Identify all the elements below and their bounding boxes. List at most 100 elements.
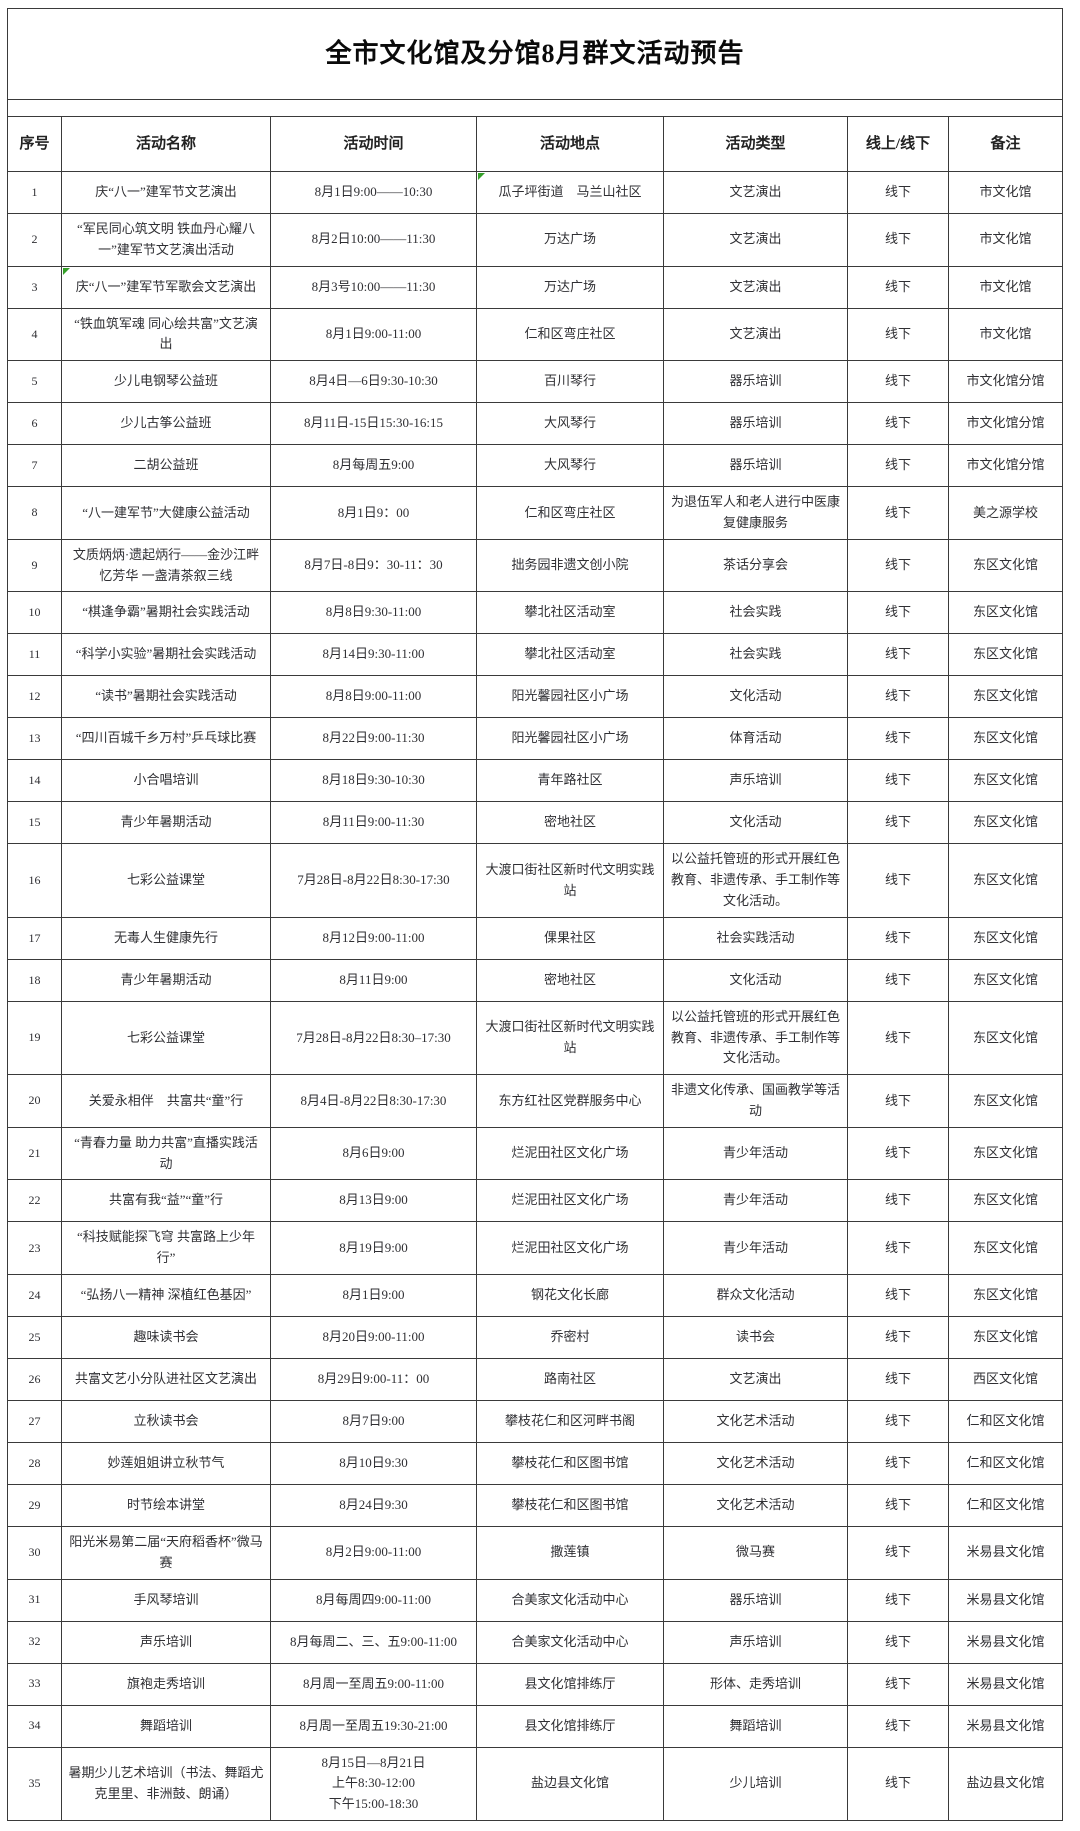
activity-time-cell: 8月7日9:00 bbox=[270, 1399, 477, 1443]
table-row: 13 “四川百城千乡万村”乒乓球比赛 8月22日9:00-11:30 阳光馨园社区小广… bbox=[7, 717, 1063, 761]
table-row: 9 文质炳炳·遗起炳行——金沙江畔忆芳华 一盏清茶叙三线 8月7日-8日9：30-1… bbox=[7, 538, 1063, 593]
online-offline-cell: 线下 bbox=[847, 213, 949, 267]
activity-place-cell: 大风琴行 bbox=[476, 402, 664, 446]
row-number-cell: 6 bbox=[7, 402, 62, 446]
activity-name-cell: 共富文艺小分队进社区文艺演出 bbox=[61, 1357, 271, 1401]
activity-type-cell: 茶话分享会 bbox=[663, 538, 848, 593]
activity-name-cell: “科技赋能探飞穹 共富路上少年行” bbox=[61, 1221, 271, 1275]
activity-time-cell: 8月每周二、三、五9:00-11:00 bbox=[270, 1620, 477, 1664]
row-number-cell: 30 bbox=[7, 1525, 62, 1580]
activity-name-cell: 阳光米易第二届“天府稻香杯”微马赛 bbox=[61, 1525, 271, 1580]
activity-type-cell: 器乐培训 bbox=[663, 360, 848, 404]
activity-type-cell: 器乐培训 bbox=[663, 402, 848, 446]
remark-cell: 米易县文化馆 bbox=[948, 1704, 1063, 1748]
table-row: 2 “军民同心筑文明 铁血丹心耀八一”建军节文艺演出活动 8月2日10:00——11… bbox=[7, 213, 1063, 267]
activity-name-cell: 小合唱培训 bbox=[61, 759, 271, 803]
online-offline-cell: 线下 bbox=[847, 1441, 949, 1485]
activity-type-cell: 声乐培训 bbox=[663, 759, 848, 803]
activity-type-cell: 读书会 bbox=[663, 1315, 848, 1359]
online-offline-cell: 线下 bbox=[847, 916, 949, 960]
activity-name-cell: 舞蹈培训 bbox=[61, 1704, 271, 1748]
activity-type-cell: 文艺演出 bbox=[663, 265, 848, 309]
online-offline-cell: 线下 bbox=[847, 717, 949, 761]
activity-place-cell: 烂泥田社区文化广场 bbox=[476, 1221, 664, 1275]
row-number-cell: 11 bbox=[7, 633, 62, 677]
activity-type-cell: 文艺演出 bbox=[663, 307, 848, 362]
row-number-cell: 16 bbox=[7, 843, 62, 918]
remark-cell: 市文化馆 bbox=[948, 213, 1063, 267]
activity-time-cell: 8月18日9:30-10:30 bbox=[270, 759, 477, 803]
activity-type-cell: 文艺演出 bbox=[663, 1357, 848, 1401]
activity-time-cell: 8月4日-8月22日8:30-17:30 bbox=[270, 1074, 477, 1128]
activity-time-cell: 8月13日9:00 bbox=[270, 1179, 477, 1223]
row-number-cell: 9 bbox=[7, 538, 62, 593]
activity-place-cell: 仁和区弯庄社区 bbox=[476, 486, 664, 540]
table-row: 14 小合唱培训 8月18日9:30-10:30 青年路社区 声乐培训 线下 东区文化馆 bbox=[7, 759, 1063, 803]
activity-type-cell: 形体、走秀培训 bbox=[663, 1662, 848, 1706]
remark-cell: 东区文化馆 bbox=[948, 1126, 1063, 1181]
activity-name-cell: 青少年暑期活动 bbox=[61, 958, 271, 1002]
activity-place-cell: 县文化馆排练厅 bbox=[476, 1704, 664, 1748]
activity-time-cell: 8月12日9:00-11:00 bbox=[270, 916, 477, 960]
activity-name-cell: 旗袍走秀培训 bbox=[61, 1662, 271, 1706]
remark-cell: 东区文化馆 bbox=[948, 1074, 1063, 1128]
row-number-cell: 12 bbox=[7, 675, 62, 719]
row-number-cell: 31 bbox=[7, 1578, 62, 1622]
activity-type-cell: 群众文化活动 bbox=[663, 1273, 848, 1317]
activity-type-cell: 舞蹈培训 bbox=[663, 1704, 848, 1748]
activity-type-cell: 青少年活动 bbox=[663, 1126, 848, 1181]
remark-cell: 米易县文化馆 bbox=[948, 1525, 1063, 1580]
remark-cell: 市文化馆分馆 bbox=[948, 444, 1063, 488]
activity-place-cell: 攀北社区活动室 bbox=[476, 633, 664, 677]
activity-place-cell: 拙务园非遗文创小院 bbox=[476, 538, 664, 593]
online-offline-cell: 线下 bbox=[847, 1746, 949, 1821]
remark-cell: 东区文化馆 bbox=[948, 591, 1063, 635]
remark-cell: 市文化馆分馆 bbox=[948, 360, 1063, 404]
activity-place-cell: 攀枝花仁和区图书馆 bbox=[476, 1483, 664, 1527]
online-offline-cell: 线下 bbox=[847, 1074, 949, 1128]
table-row: 8 “八一建军节”大健康公益活动 8月1日9：00 仁和区弯庄社区 为退伍军人和老人进行… bbox=[7, 486, 1063, 540]
header-activity-time: 活动时间 bbox=[270, 116, 477, 172]
online-offline-cell: 线下 bbox=[847, 307, 949, 362]
activity-place-cell: 密地社区 bbox=[476, 958, 664, 1002]
activity-type-cell: 文艺演出 bbox=[663, 213, 848, 267]
remark-cell: 东区文化馆 bbox=[948, 843, 1063, 918]
table-row: 18 青少年暑期活动 8月11日9:00 密地社区 文化活动 线下 东区文化馆 bbox=[7, 958, 1063, 1002]
row-number-cell: 15 bbox=[7, 801, 62, 845]
remark-cell: 西区文化馆 bbox=[948, 1357, 1063, 1401]
activity-name-cell: “青春力量 助力共富”直播实践活动 bbox=[61, 1126, 271, 1181]
table-row: 34 舞蹈培训 8月周一至周五19:30-21:00 县文化馆排练厅 舞蹈培训 线下 米易县… bbox=[7, 1704, 1063, 1748]
table-row: 20 关爱永相伴 共富共“童”行 8月4日-8月22日8:30-17:30 东方红社区… bbox=[7, 1074, 1063, 1128]
online-offline-cell: 线下 bbox=[847, 591, 949, 635]
row-number-cell: 18 bbox=[7, 958, 62, 1002]
remark-cell: 仁和区文化馆 bbox=[948, 1441, 1063, 1485]
activity-type-cell: 少儿培训 bbox=[663, 1746, 848, 1821]
table-row: 33 旗袍走秀培训 8月周一至周五9:00-11:00 县文化馆排练厅 形体、走秀培训线… bbox=[7, 1662, 1063, 1706]
activity-time-cell: 8月7日-8日9：30-11：30 bbox=[270, 538, 477, 593]
activity-name-cell: 时节绘本讲堂 bbox=[61, 1483, 271, 1527]
header-online-offline: 线上/线下 bbox=[847, 116, 949, 172]
activity-name-cell: “读书”暑期社会实践活动 bbox=[61, 675, 271, 719]
online-offline-cell: 线下 bbox=[847, 1483, 949, 1527]
row-number-cell: 23 bbox=[7, 1221, 62, 1275]
online-offline-cell: 线下 bbox=[847, 958, 949, 1002]
remark-cell: 美之源学校 bbox=[948, 486, 1063, 540]
activity-type-cell: 文化艺术活动 bbox=[663, 1483, 848, 1527]
table-row: 10 “棋逢争霸”暑期社会实践活动 8月8日9:30-11:00 攀北社区活动室 社会实… bbox=[7, 591, 1063, 635]
activity-time-cell: 8月11日9:00-11:30 bbox=[270, 801, 477, 845]
row-number-cell: 8 bbox=[7, 486, 62, 540]
activity-time-cell: 8月22日9:00-11:30 bbox=[270, 717, 477, 761]
activity-place-cell: 万达广场 bbox=[476, 213, 664, 267]
online-offline-cell: 线下 bbox=[847, 1126, 949, 1181]
table-row: 25 趣味读书会 8月20日9:00-11:00 乔密村 读书会 线下 东区文化馆 bbox=[7, 1315, 1063, 1359]
remark-cell: 东区文化馆 bbox=[948, 759, 1063, 803]
row-number-cell: 26 bbox=[7, 1357, 62, 1401]
activity-place-cell: 合美家文化活动中心 bbox=[476, 1620, 664, 1664]
remark-cell: 东区文化馆 bbox=[948, 958, 1063, 1002]
activity-time-cell: 8月11日-15日15:30-16:15 bbox=[270, 402, 477, 446]
activity-type-cell: 器乐培训 bbox=[663, 1578, 848, 1622]
row-number-cell: 34 bbox=[7, 1704, 62, 1748]
row-number-cell: 1 bbox=[7, 171, 62, 214]
table-row: 6 少儿古筝公益班 8月11日-15日15:30-16:15 大风琴行 器乐培训 线下 市文… bbox=[7, 402, 1063, 446]
